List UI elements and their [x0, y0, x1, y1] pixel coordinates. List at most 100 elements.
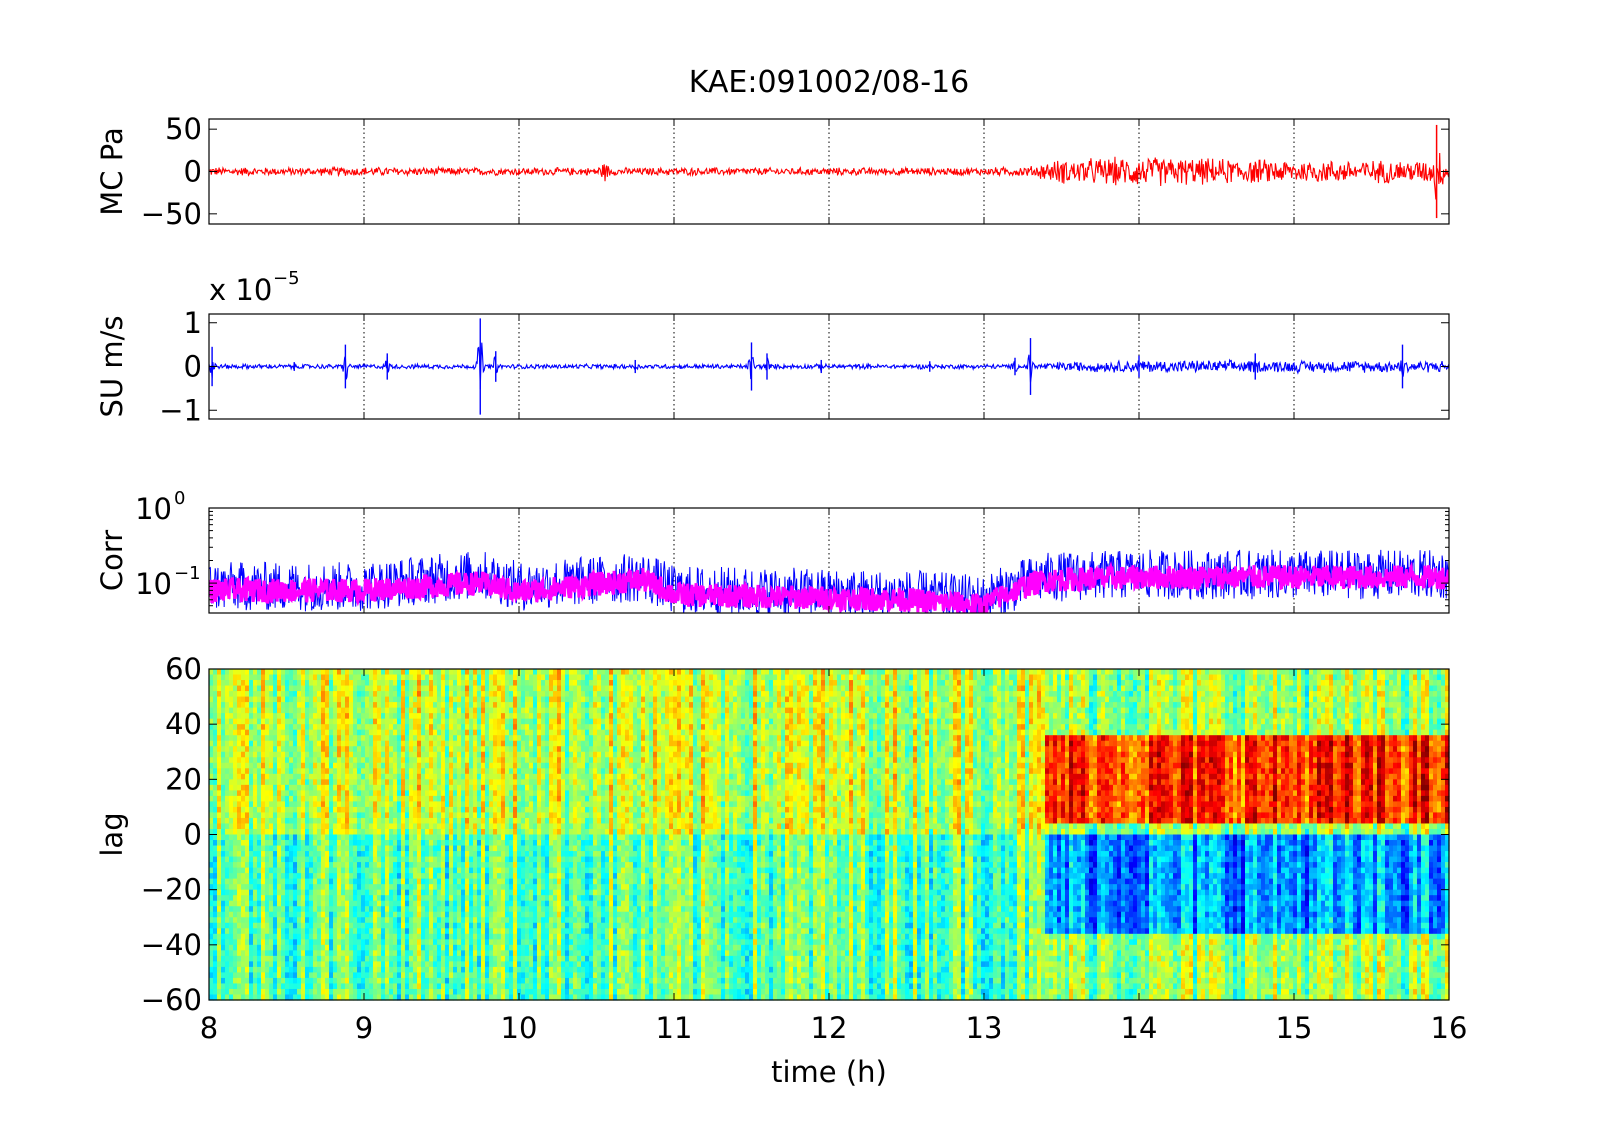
- heatmap-cell: [365, 735, 370, 742]
- heatmap-cell: [233, 784, 238, 791]
- heatmap-cell: [389, 740, 394, 747]
- heatmap-cell: [409, 950, 414, 957]
- heatmap-cell: [289, 729, 294, 736]
- heatmap-cell: [421, 669, 426, 676]
- heatmap-cell: [465, 790, 470, 797]
- heatmap-cell: [265, 795, 270, 802]
- heatmap-cell: [405, 779, 410, 786]
- heatmap-cell: [253, 961, 258, 968]
- heatmap-cell: [233, 988, 238, 996]
- heatmap-cell: [257, 812, 262, 819]
- heatmap-cell: [461, 746, 466, 753]
- heatmap-cell: [473, 933, 478, 940]
- heatmap-cell: [417, 674, 422, 681]
- heatmap-cell: [521, 856, 526, 863]
- heatmap-cell: [301, 784, 306, 791]
- heatmap-cell: [429, 933, 434, 940]
- heatmap-cell: [285, 851, 290, 858]
- heatmap-cell: [349, 801, 354, 808]
- heatmap-cell: [417, 823, 422, 830]
- heatmap-cell: [261, 977, 266, 985]
- heatmap-cell: [505, 917, 510, 924]
- heatmap-cell: [233, 955, 238, 962]
- heatmap-cell: [221, 983, 226, 990]
- heatmap-cell: [409, 845, 414, 852]
- heatmap-cell: [305, 928, 310, 935]
- heatmap-cell: [349, 840, 354, 847]
- heatmap-cell: [241, 713, 246, 720]
- heatmap-cell: [345, 669, 350, 676]
- heatmap-cell: [333, 851, 338, 858]
- heatmap-cell: [321, 724, 326, 731]
- heatmap-cell: [361, 983, 366, 990]
- heatmap-cell: [265, 851, 270, 858]
- heatmap-cell: [357, 983, 362, 990]
- heatmap-cell: [485, 707, 490, 714]
- heatmap-cell: [497, 867, 502, 874]
- heatmap-cell: [229, 702, 234, 709]
- heatmap-cell: [373, 845, 378, 852]
- heatmap-cell: [329, 911, 334, 918]
- heatmap-cell: [405, 828, 410, 836]
- heatmap-cell: [329, 762, 334, 769]
- heatmap-cell: [297, 784, 302, 791]
- heatmap-cell: [453, 762, 458, 769]
- heatmap-cell: [505, 696, 510, 703]
- heatmap-cell: [425, 828, 430, 836]
- heatmap-cell: [357, 928, 362, 935]
- heatmap-cell: [397, 845, 402, 852]
- heatmap-cell: [505, 790, 510, 797]
- heatmap-cell: [341, 779, 346, 786]
- heatmap-cell: [253, 768, 258, 775]
- heatmap-cell: [385, 773, 390, 780]
- heatmap-cell: [265, 917, 270, 924]
- heatmap-cell: [357, 955, 362, 962]
- heatmap-cell: [221, 994, 226, 1001]
- heatmap-cell: [293, 773, 298, 780]
- heatmap-cell: [465, 724, 470, 731]
- heatmap-cell: [377, 768, 382, 775]
- heatmap-cell: [321, 840, 326, 847]
- y-tick-label: 10: [135, 567, 172, 601]
- heatmap-cell: [333, 856, 338, 863]
- heatmap-cell: [301, 680, 306, 687]
- heatmap-cell: [453, 906, 458, 913]
- heatmap-cell: [445, 917, 450, 924]
- heatmap-cell: [525, 977, 530, 985]
- heatmap-cell: [469, 784, 474, 791]
- heatmap-cell: [225, 674, 230, 681]
- heatmap-cell: [505, 729, 510, 736]
- heatmap-cell: [365, 834, 370, 841]
- heatmap-cell: [225, 889, 230, 896]
- heatmap-cell: [461, 889, 466, 896]
- heatmap-cell: [497, 762, 502, 769]
- heatmap-cell: [321, 862, 326, 869]
- heatmap-cell: [421, 812, 426, 819]
- heatmap-cell: [301, 862, 306, 869]
- heatmap-cell: [449, 713, 454, 720]
- heatmap-cell: [409, 740, 414, 747]
- heatmap-cell: [281, 895, 286, 902]
- heatmap-cell: [489, 828, 494, 836]
- heatmap-cell: [249, 922, 254, 929]
- heatmap-cell: [417, 735, 422, 742]
- heatmap-cell: [417, 895, 422, 902]
- heatmap-cell: [501, 900, 506, 907]
- heatmap-cell: [285, 884, 290, 891]
- heatmap-cell: [445, 702, 450, 709]
- heatmap-cell: [209, 878, 214, 885]
- heatmap-cell: [421, 873, 426, 880]
- heatmap-cell: [249, 988, 254, 996]
- heatmap-cell: [245, 933, 250, 940]
- heatmap-cell: [325, 988, 330, 996]
- heatmap-cell: [241, 828, 246, 836]
- heatmap-cell: [293, 944, 298, 951]
- heatmap-cell: [329, 801, 334, 808]
- heatmap-cell: [301, 911, 306, 918]
- heatmap-cell: [393, 950, 398, 957]
- heatmap-cell: [241, 779, 246, 786]
- heatmap-cell: [409, 773, 414, 780]
- heatmap-cell: [321, 784, 326, 791]
- heatmap-cell: [417, 746, 422, 753]
- heatmap-cell: [237, 917, 242, 924]
